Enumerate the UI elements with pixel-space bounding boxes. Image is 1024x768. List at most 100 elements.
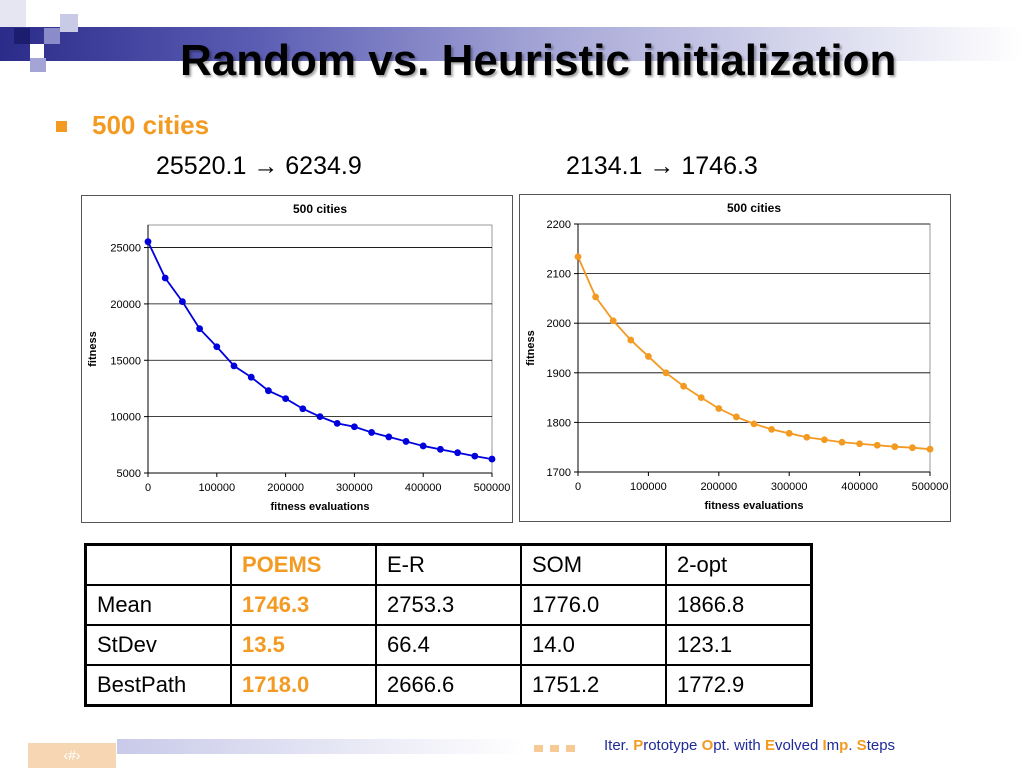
- x-tick-label: 0: [145, 482, 151, 494]
- data-point: [838, 438, 846, 446]
- row-label-cell: [84, 543, 232, 586]
- page-number: ‹#›: [28, 743, 116, 768]
- data-point: [627, 336, 635, 344]
- footer-text-part: P: [633, 737, 644, 754]
- data-point: [662, 369, 670, 377]
- footer-text-part: .: [848, 737, 857, 754]
- left-from-value: 25520.1: [156, 152, 247, 180]
- table-row: StDev 13.5 66.4 14.0 123.1: [84, 624, 813, 666]
- footer-text-part: Iter.: [604, 737, 634, 754]
- footer-dots: [534, 739, 582, 757]
- data-point: [488, 455, 496, 463]
- data-point: [803, 433, 811, 441]
- data-point: [785, 429, 793, 437]
- data-point: [213, 343, 221, 351]
- x-tick-label: 300000: [771, 481, 808, 493]
- data-point: [179, 298, 186, 306]
- x-tick-label: 200000: [267, 482, 304, 494]
- table-cell: 2666.6: [375, 664, 522, 707]
- y-axis-label: fitness: [525, 330, 537, 365]
- right-to-value: 1746.3: [681, 152, 758, 180]
- row-label-cell: StDev: [84, 624, 232, 666]
- data-point: [574, 253, 582, 261]
- plot-area: [577, 223, 931, 473]
- data-point: [856, 440, 863, 448]
- results-table: POEMS E-R SOM 2-opt Mean 1746.3 2753.3 1776.0 18…: [84, 543, 813, 707]
- x-tick-label: 0: [575, 481, 581, 493]
- table-cell: 66.4: [375, 624, 522, 666]
- plot-area: [147, 224, 493, 474]
- x-tick-label: 100000: [198, 482, 235, 494]
- table-cell: 1776.0: [520, 584, 667, 626]
- data-point: [697, 394, 705, 401]
- data-point: [144, 238, 152, 246]
- data-point: [385, 433, 393, 441]
- y-tick-label: 20000: [110, 299, 141, 311]
- table-cell: 1751.2: [520, 664, 667, 707]
- y-tick-label: 15000: [110, 355, 141, 367]
- data-point: [645, 353, 652, 360]
- table-cell: 1718.0: [230, 664, 377, 707]
- data-point: [733, 413, 740, 421]
- x-tick-label: 400000: [405, 482, 442, 494]
- data-point: [909, 444, 916, 452]
- decor-square: [30, 44, 44, 58]
- data-point: [873, 441, 881, 449]
- y-tick-label: 25000: [110, 243, 141, 255]
- data-point: [402, 438, 410, 445]
- y-tick-label: 5000: [117, 468, 141, 480]
- data-point: [299, 405, 307, 413]
- footer-text-part: pt. with: [713, 737, 765, 754]
- footer-text-part: S: [856, 737, 867, 754]
- chart-svg: 1700 1800 1900 2000 2100 2200 0 100000 200000 300…: [525, 201, 949, 512]
- decor-square: [60, 14, 78, 32]
- data-point: [230, 362, 238, 370]
- footer-text-part: I: [822, 737, 827, 754]
- x-tick-label: 100000: [630, 481, 667, 493]
- x-axis-label: fitness evaluations: [270, 501, 369, 513]
- table-cell: 1866.8: [665, 584, 813, 626]
- data-point: [454, 449, 461, 457]
- table-cell: 2753.3: [375, 584, 522, 626]
- y-tick-label: 1900: [547, 368, 571, 380]
- data-point: [265, 387, 272, 395]
- y-axis-label: fitness: [87, 331, 99, 366]
- bullet-square-icon: [56, 121, 67, 132]
- y-tick-label: 1700: [547, 467, 571, 479]
- data-point: [247, 373, 255, 381]
- data-point: [891, 443, 899, 451]
- chart-random-init: 5000 10000 15000 20000 25000 0 100000 200000 300…: [81, 195, 513, 523]
- series-line: [577, 256, 931, 451]
- data-point: [768, 425, 775, 433]
- footer-text-part: rototype: [643, 737, 702, 754]
- data-point: [715, 405, 723, 412]
- chart-title: 500 cities: [727, 201, 781, 215]
- chart-heuristic-init: 1700 1800 1900 2000 2100 2200 0 100000 200000 300…: [519, 194, 951, 522]
- x-tick-label: 500000: [474, 482, 511, 494]
- decor-square: [44, 28, 60, 44]
- y-tick-label: 1800: [547, 417, 571, 429]
- data-point: [282, 395, 289, 402]
- data-point: [368, 429, 375, 436]
- footer-text-part: E: [764, 737, 775, 754]
- y-tick-label: 10000: [110, 412, 141, 424]
- right-from-value: 2134.1: [566, 152, 643, 180]
- data-point: [680, 382, 687, 390]
- x-tick-label: 200000: [700, 481, 737, 493]
- data-point: [437, 445, 444, 453]
- data-point: [592, 293, 599, 301]
- arrow-icon: →: [649, 152, 675, 180]
- table-cell: 1772.9: [665, 664, 813, 707]
- y-tick-label: 2200: [547, 219, 571, 231]
- x-tick-label: 500000: [912, 481, 949, 493]
- table-cell: E-R: [375, 543, 522, 586]
- decor-square: [30, 58, 46, 72]
- table-cell: 1746.3: [230, 584, 377, 626]
- data-point: [351, 423, 358, 431]
- data-point: [471, 452, 479, 460]
- footer-text: Iter. Prototype Opt. with Evolved Imp. S…: [604, 737, 895, 754]
- chart-title: 500 cities: [293, 202, 347, 216]
- data-point: [161, 274, 169, 282]
- data-point: [316, 413, 324, 421]
- decor-square: [0, 0, 26, 27]
